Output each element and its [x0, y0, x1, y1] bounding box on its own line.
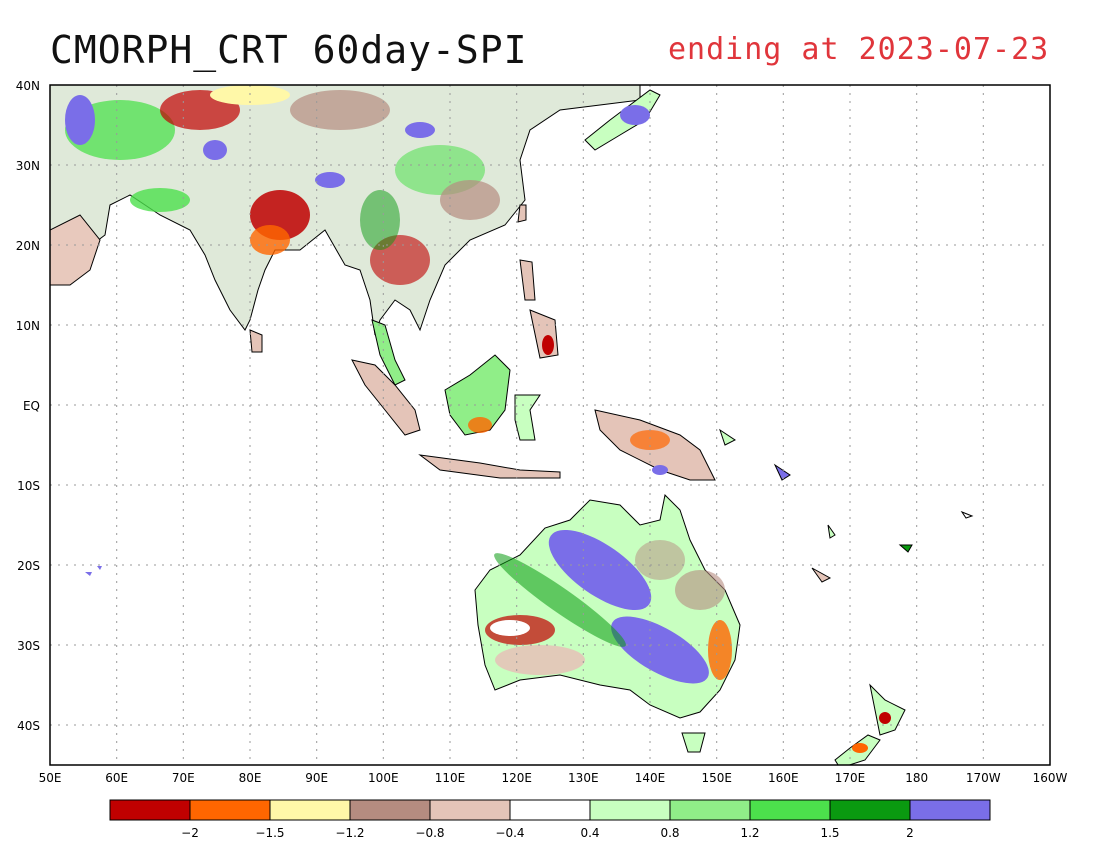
spi-legend: −2 −1.5 −1.2 −0.8 −0.4 0.4 0.8 1.2 1.5 2 [109, 799, 991, 840]
lon-label-120e: 120E [501, 771, 532, 785]
lon-label-180: 180 [905, 771, 928, 785]
legend-swatch [509, 799, 591, 821]
borneo-land [444, 354, 511, 436]
legend-label: −0.8 [415, 826, 444, 840]
asia-spi-patches [65, 85, 500, 285]
legend-swatch [749, 799, 831, 821]
lon-label-170e: 170E [835, 771, 866, 785]
legend-swatch [429, 799, 511, 821]
lat-label-40s: 40S [17, 719, 40, 733]
legend-label: 1.5 [820, 826, 839, 840]
legend-swatch [189, 799, 271, 821]
map-gridlines [50, 85, 1050, 765]
legend-swatch [829, 799, 911, 821]
lon-label-70e: 70E [172, 771, 195, 785]
lon-label-50e: 50E [39, 771, 62, 785]
legend-swatch [669, 799, 751, 821]
lon-labels: 50E 60E 70E 80E 90E 100E 110E 120E 130E … [39, 771, 1068, 785]
legend-label: 0.8 [660, 826, 679, 840]
lon-label-160w: 160W [1033, 771, 1068, 785]
lat-label-eq: EQ [23, 399, 40, 413]
map-area [50, 85, 1050, 765]
legend-label: 1.2 [740, 826, 759, 840]
lon-label-130e: 130E [568, 771, 599, 785]
legend-label: 2 [906, 826, 914, 840]
lon-label-150e: 150E [701, 771, 732, 785]
lat-label-20n: 20N [16, 239, 40, 253]
lat-label-20s: 20S [17, 559, 40, 573]
legend-swatch [109, 799, 191, 821]
map-subtitle: ending at 2023-07-23 [668, 32, 1050, 67]
australia-spi-patches [485, 529, 732, 684]
legend-label: −1.2 [335, 826, 364, 840]
legend-label: −0.4 [495, 826, 524, 840]
lon-label-110e: 110E [435, 771, 466, 785]
legend-label: −1.5 [255, 826, 284, 840]
legend-swatch [909, 799, 991, 821]
legend-swatch [589, 799, 671, 821]
map-frame [49, 84, 1051, 766]
lon-label-60e: 60E [105, 771, 128, 785]
lon-label-100e: 100E [368, 771, 399, 785]
lon-label-80e: 80E [239, 771, 262, 785]
new-zealand-land [834, 683, 906, 765]
legend-swatch [269, 799, 351, 821]
sumatra-land [351, 359, 421, 436]
lat-label-10s: 10S [17, 479, 40, 493]
lon-label-160e: 160E [768, 771, 799, 785]
lat-label-30s: 30S [17, 639, 40, 653]
map-title: CMORPH_CRT 60day-SPI [50, 28, 528, 72]
legend-label: −2 [181, 826, 199, 840]
lat-label-30n: 30N [16, 159, 40, 173]
legend-label: 0.4 [580, 826, 599, 840]
lat-labels: 40N 30N 20N 10N EQ 10S 20S 30S 40S [16, 79, 40, 733]
lon-label-170w: 170W [966, 771, 1001, 785]
lat-label-10n: 10N [16, 319, 40, 333]
legend-swatch [349, 799, 431, 821]
lat-label-40n: 40N [16, 79, 40, 93]
lon-label-90e: 90E [305, 771, 328, 785]
lon-label-140e: 140E [635, 771, 666, 785]
